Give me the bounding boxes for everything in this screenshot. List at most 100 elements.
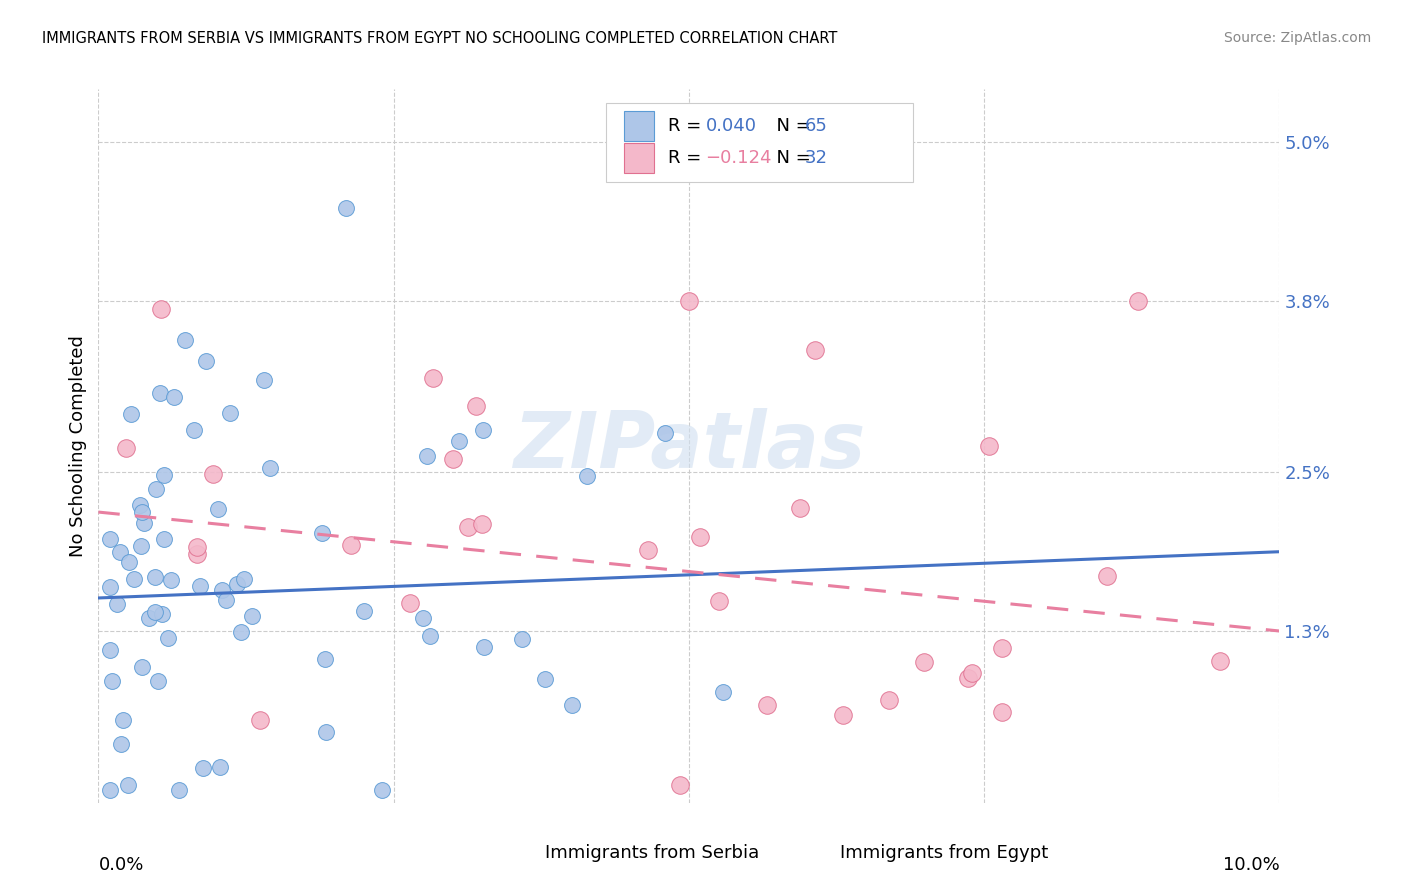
FancyBboxPatch shape <box>624 144 654 173</box>
Point <box>457 520 479 534</box>
Point <box>441 451 464 466</box>
Point <box>131 505 153 519</box>
Point <box>678 293 700 308</box>
Text: R =: R = <box>668 118 707 136</box>
Point <box>315 725 337 739</box>
Point <box>340 538 363 552</box>
Text: 0.0%: 0.0% <box>98 855 143 873</box>
Point <box>575 468 598 483</box>
Text: N =: N = <box>765 118 815 136</box>
Text: 65: 65 <box>804 118 828 136</box>
Point <box>98 580 121 594</box>
Text: R =: R = <box>668 150 707 168</box>
Point <box>561 698 583 712</box>
Text: 0.040: 0.040 <box>706 118 756 136</box>
Point <box>755 698 778 713</box>
Text: −0.124: −0.124 <box>706 150 772 168</box>
Point <box>157 632 180 646</box>
Point <box>416 449 439 463</box>
Point <box>98 643 121 657</box>
Point <box>991 641 1014 656</box>
Point <box>143 605 166 619</box>
Point <box>186 540 208 554</box>
Point <box>399 596 422 610</box>
Point <box>707 594 730 608</box>
Point <box>215 592 238 607</box>
Point <box>150 607 173 621</box>
Point <box>120 407 142 421</box>
Text: IMMIGRANTS FROM SERBIA VS IMMIGRANTS FROM EGYPT NO SCHOOLING COMPLETED CORRELATI: IMMIGRANTS FROM SERBIA VS IMMIGRANTS FRO… <box>42 31 838 46</box>
Point <box>991 705 1014 719</box>
Text: 10.0%: 10.0% <box>1223 855 1279 873</box>
Point <box>831 708 853 723</box>
Point <box>188 579 211 593</box>
Point <box>183 423 205 437</box>
Point <box>186 547 208 561</box>
Point <box>207 502 229 516</box>
Point <box>101 674 124 689</box>
Point <box>167 782 190 797</box>
Point <box>153 532 176 546</box>
Point <box>218 406 240 420</box>
Point <box>1126 293 1149 308</box>
Text: N =: N = <box>765 150 815 168</box>
Text: Immigrants from Egypt: Immigrants from Egypt <box>841 844 1049 862</box>
Point <box>977 439 1000 453</box>
FancyBboxPatch shape <box>506 844 536 862</box>
Point <box>689 530 711 544</box>
Point <box>419 629 441 643</box>
Point <box>162 390 184 404</box>
Point <box>314 652 336 666</box>
Point <box>465 400 488 414</box>
Point <box>311 525 333 540</box>
Point <box>1097 569 1119 583</box>
Point <box>472 424 495 438</box>
Point <box>201 467 224 481</box>
Point <box>654 425 676 440</box>
Point <box>422 371 444 385</box>
Point <box>804 343 827 357</box>
Point <box>510 632 533 646</box>
Point <box>118 555 141 569</box>
Point <box>211 582 233 597</box>
Point <box>231 625 253 640</box>
Point <box>98 782 121 797</box>
Point <box>912 655 935 669</box>
Point <box>105 597 128 611</box>
Point <box>145 483 167 497</box>
Point <box>153 467 176 482</box>
Point <box>128 499 150 513</box>
Text: ZIPatlas: ZIPatlas <box>513 408 865 484</box>
Y-axis label: No Schooling Completed: No Schooling Completed <box>69 335 87 557</box>
Point <box>259 461 281 475</box>
Point <box>131 539 153 553</box>
Point <box>146 674 169 689</box>
FancyBboxPatch shape <box>624 112 654 141</box>
Point <box>149 301 172 316</box>
Point <box>877 693 900 707</box>
Point <box>789 501 811 516</box>
Point <box>1209 654 1232 668</box>
Point <box>122 573 145 587</box>
Point <box>191 761 214 775</box>
Point <box>108 545 131 559</box>
Point <box>138 611 160 625</box>
Point <box>637 543 659 558</box>
Point <box>225 576 247 591</box>
Point <box>132 516 155 530</box>
Point <box>114 441 136 455</box>
Point <box>131 660 153 674</box>
Point <box>110 737 132 751</box>
Point <box>112 713 135 727</box>
Point <box>412 610 434 624</box>
Point <box>471 517 494 532</box>
Point <box>233 572 256 586</box>
Point <box>208 760 231 774</box>
Point <box>174 333 197 347</box>
Point <box>249 713 271 727</box>
Point <box>335 201 357 215</box>
Point <box>668 777 690 791</box>
Point <box>194 353 217 368</box>
Point <box>253 373 276 387</box>
Point <box>472 640 495 654</box>
